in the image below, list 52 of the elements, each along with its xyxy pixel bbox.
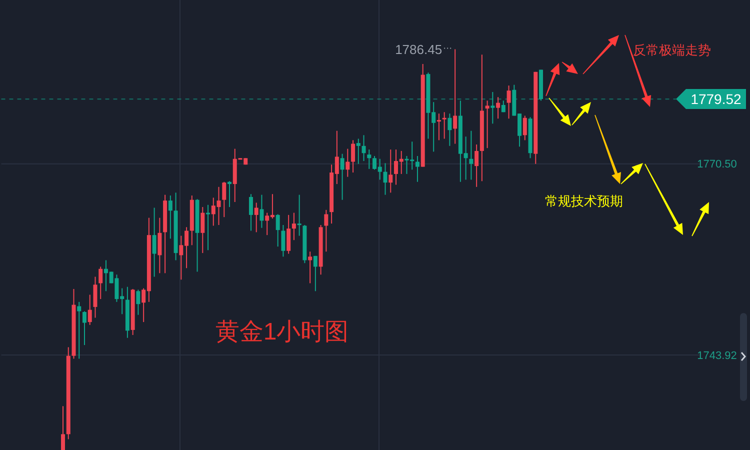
candlestick — [254, 202, 258, 233]
y-tick-label: 1770.50 — [697, 158, 737, 171]
candlestick — [222, 181, 226, 218]
candlestick — [388, 149, 393, 194]
candlestick — [206, 204, 210, 251]
candlestick — [340, 153, 344, 200]
candlestick — [436, 113, 441, 141]
candlestick — [93, 276, 98, 318]
candlestick — [324, 209, 328, 252]
candlestick — [297, 194, 302, 236]
candlestick — [474, 144, 479, 188]
candlestick — [168, 195, 172, 240]
candlestick — [496, 96, 500, 120]
text: 黄金1小时图 — [215, 318, 349, 346]
candlestick — [506, 85, 511, 120]
candlestick — [260, 194, 264, 228]
candlestick — [442, 112, 446, 140]
candlestick — [490, 92, 495, 124]
ref-line-label: 1779.52 — [690, 90, 742, 107]
candlestick — [356, 138, 360, 164]
candlestick — [415, 155, 420, 182]
candlestick — [82, 310, 86, 346]
annotation: 1786.45 — [395, 42, 442, 57]
candlestick — [61, 406, 66, 450]
candlestick — [248, 194, 253, 232]
candlestick — [383, 162, 388, 196]
annotation: 常规技术预期 — [545, 194, 623, 209]
candlestick — [308, 251, 312, 284]
candlestick — [522, 115, 527, 141]
candlestick — [200, 206, 205, 254]
candlestick — [276, 214, 280, 248]
candlestick — [367, 149, 372, 170]
candlestick — [158, 217, 162, 274]
candlestick — [98, 266, 103, 300]
y-tick-label: 1743.92 — [697, 350, 737, 362]
candlestick — [228, 180, 232, 208]
candlestick — [286, 214, 291, 254]
candlestick — [362, 134, 366, 162]
candlestick — [77, 301, 82, 360]
candlestick — [152, 207, 156, 278]
candlestick — [485, 100, 490, 149]
candlestick — [136, 289, 140, 316]
candlestick — [281, 224, 286, 258]
candlestick — [469, 130, 474, 180]
candlestick — [313, 255, 318, 292]
candlestick — [448, 113, 452, 146]
candlestick — [292, 212, 296, 241]
candlestick — [346, 148, 350, 178]
candlestick — [88, 294, 92, 326]
annotation: 反常极端走势 — [633, 42, 711, 58]
candlestick — [453, 48, 458, 144]
candlestick — [351, 140, 356, 174]
